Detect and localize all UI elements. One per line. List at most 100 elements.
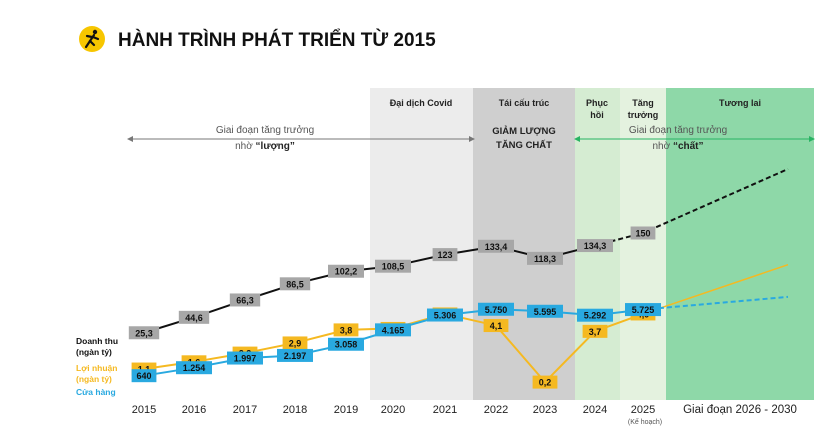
future-phase-label: Tương lai <box>719 98 761 108</box>
legend-revenue-line2: (ngàn tỷ) <box>76 347 112 357</box>
stores-label-2017: 1.997 <box>227 351 263 365</box>
page-title: HÀNH TRÌNH PHÁT TRIỂN TỪ 2015 <box>118 29 436 51</box>
stores-label-2025-box <box>625 303 661 317</box>
revenue-label-2023-box <box>527 251 563 265</box>
revenue-label-2020-box <box>375 259 411 273</box>
stores-label-2024-text: 5.292 <box>584 311 607 321</box>
revenue-label-2018: 86,5 <box>279 277 311 291</box>
revenue-label-2022-box <box>478 239 514 253</box>
profit-label-2023: 0,2 <box>532 375 558 389</box>
stores-label-2018-box <box>277 348 313 362</box>
stores-label-2017-box <box>227 351 263 365</box>
x-tick-2020: 2020 <box>381 404 405 416</box>
revenue-label-2018-text: 86,5 <box>286 279 304 289</box>
revenue-label-2020-text: 108,5 <box>382 262 405 272</box>
stores-label-2022-text: 5.750 <box>485 305 508 315</box>
x-tick-Giai đoạn 2026 - 2030: Giai đoạn 2026 - 2030 <box>683 404 797 416</box>
revenue-label-2024-text: 134,3 <box>584 241 607 251</box>
x-tick-2019: 2019 <box>334 404 358 416</box>
x-tick-2024: 2024 <box>583 404 607 416</box>
stores-label-2025-text: 5.725 <box>632 305 655 315</box>
x-axis: 2015 2016 2017 2018 2019 2020 2021 2022 2023 2024… <box>132 404 797 416</box>
revenue-label-2019-text: 102,2 <box>335 267 358 277</box>
stores-label-2015-text: 640 <box>136 371 151 381</box>
quality-note-prefix: nhờ <box>652 141 672 152</box>
stores-label-2018-text: 2.197 <box>284 351 307 361</box>
revenue-label-2016-box <box>178 310 210 324</box>
stores-label-2023: 5.595 <box>527 304 563 318</box>
quantity-note-prefix: nhờ <box>235 141 255 152</box>
x-axis-plan-note: (Kế hoạch) <box>628 417 662 426</box>
stores-label-2021-text: 5.306 <box>434 311 457 321</box>
revenue-label-2022: 133,4 <box>478 239 514 253</box>
restructure-phase-label: Tái cấu trúc <box>499 98 550 108</box>
stores-label-2019-text: 3.058 <box>335 340 358 350</box>
x-tick-2018: 2018 <box>283 404 307 416</box>
x-tick-2016: 2016 <box>182 404 206 416</box>
revenue-label-2025-box <box>630 226 656 240</box>
revenue-label-2017: 66,3 <box>229 293 261 307</box>
recovery-phase-label-1: Phục <box>586 98 608 108</box>
x-tick-2022: 2022 <box>484 404 508 416</box>
stores-label-2023-text: 5.595 <box>534 307 557 317</box>
profit-label-2019: 3,8 <box>333 323 359 337</box>
restructure-note-line2: TĂNG CHẤT <box>496 140 552 151</box>
profit-label-2023-box <box>532 375 558 389</box>
revenue-label-2015-text: 25,3 <box>135 328 153 338</box>
x-tick-2017: 2017 <box>233 404 257 416</box>
stores-label-2024-box <box>577 308 613 322</box>
covid-phase-label: Đại dịch Covid <box>390 98 453 108</box>
profit-label-2018: 2,9 <box>282 336 308 350</box>
revenue-label-2024-box <box>577 239 613 253</box>
runner-icon-figure <box>84 29 100 49</box>
revenue-label-2019: 102,2 <box>328 264 364 278</box>
stores-label-2020-box <box>375 323 411 337</box>
covid-phase-band <box>370 88 473 400</box>
stores-label-2021: 5.306 <box>427 308 463 322</box>
recovery-phase-label-2: hồi <box>590 110 604 120</box>
revenue-label-2018-box <box>279 277 311 291</box>
revenue-label-2025: 150 <box>630 226 656 240</box>
profit-label-2022-text: 4,1 <box>490 321 503 331</box>
data-labels: 25,3 44,6 66,3 86,5 102,2 108,5 123 133,4 118,3 1… <box>128 226 661 389</box>
x-tick-2023: 2023 <box>533 404 557 416</box>
revenue-label-2021: 123 <box>432 248 458 262</box>
revenue-label-2016: 44,6 <box>178 310 210 324</box>
revenue-label-2024: 134,3 <box>577 239 613 253</box>
stores-label-2025: 5.725 <box>625 303 661 317</box>
quality-note-emphasis: “chất” <box>673 140 704 152</box>
stores-label-2016-box <box>176 361 212 375</box>
revenue-label-2021-box <box>432 248 458 262</box>
stores-label-2020-text: 4.165 <box>382 325 405 335</box>
stores-label-2022: 5.750 <box>478 302 514 316</box>
quality-note-line2: nhờ “chất” <box>652 140 703 152</box>
profit-label-2018-text: 2,9 <box>289 338 302 348</box>
x-tick-2021: 2021 <box>433 404 457 416</box>
revenue-line <box>143 244 596 334</box>
profit-label-2024: 3,7 <box>582 324 608 338</box>
stores-label-2015-box <box>131 369 157 383</box>
profit-label-2024-box <box>582 324 608 338</box>
revenue-label-2019-box <box>328 264 364 278</box>
profit-label-2019-box <box>333 323 359 337</box>
stores-label-2019: 3.058 <box>328 337 364 351</box>
stores-label-2019-box <box>328 337 364 351</box>
quality-note-line1: Giai đoạn tăng trưởng <box>629 124 727 136</box>
stores-label-2016: 1.254 <box>176 361 212 375</box>
revenue-label-2016-text: 44,6 <box>185 313 203 323</box>
legend-stores: Cửa hàng <box>76 387 116 397</box>
revenue-label-2017-box <box>229 293 261 307</box>
stores-label-2020: 4.165 <box>375 323 411 337</box>
stores-label-2022-box <box>478 302 514 316</box>
legend-profit-line1: Lợi nhuận <box>76 363 117 373</box>
quantity-note-line2: nhờ “lượng” <box>235 141 295 152</box>
stores-label-2017-text: 1.997 <box>234 354 257 364</box>
stores-label-2021-box <box>427 308 463 322</box>
stores-label-2015: 640 <box>131 369 157 383</box>
profit-label-2019-text: 3,8 <box>340 325 353 335</box>
stores-label-2018: 2.197 <box>277 348 313 362</box>
profit-label-2023-text: 0,2 <box>539 378 552 388</box>
profit-label-2024-text: 3,7 <box>589 327 602 337</box>
revenue-label-2021-text: 123 <box>437 250 452 260</box>
